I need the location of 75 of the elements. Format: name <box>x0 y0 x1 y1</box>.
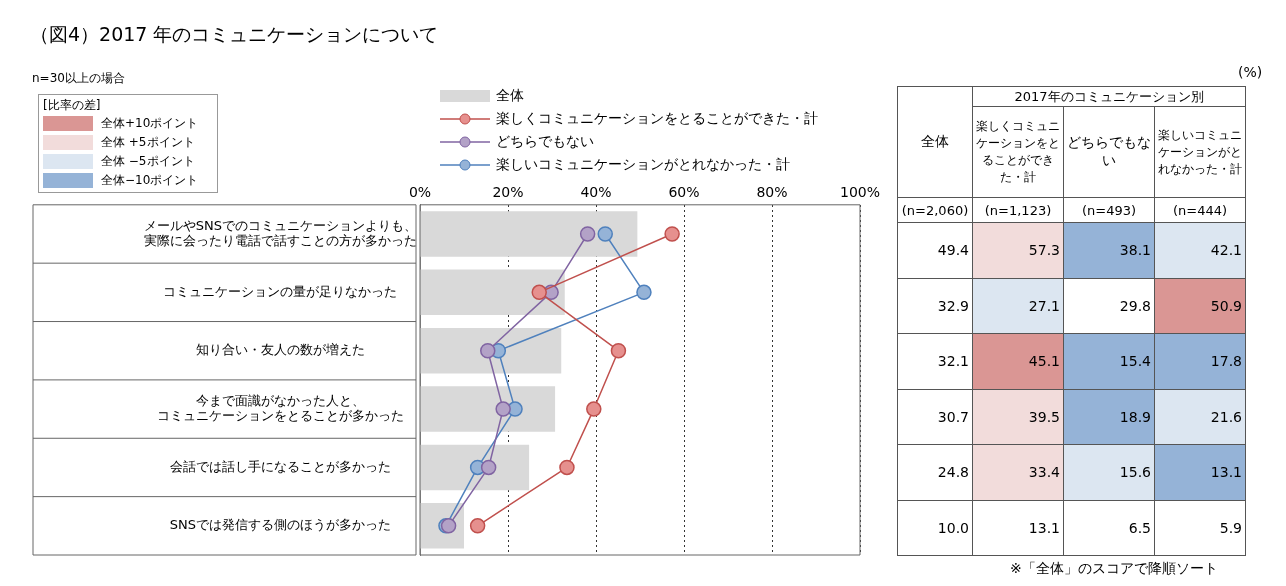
bar <box>420 386 556 432</box>
point <box>531 284 547 301</box>
text: (n=1,123) <box>972 197 1064 223</box>
data-label: 21.6 <box>1154 389 1246 445</box>
data-label: 38.1 <box>1063 222 1155 278</box>
data-label: 13.1 <box>972 500 1064 556</box>
text: （図4）2017 年のコミュニケーションについて <box>30 22 439 47</box>
text: n=30以上の場合 <box>32 70 125 87</box>
y-tick-label: SNSでは発信する側のほうが多かった <box>169 517 391 533</box>
data-label: 33.4 <box>972 444 1064 500</box>
x-tick-label: 0% <box>408 184 432 201</box>
data-label: 50.9 <box>1154 278 1246 334</box>
bar <box>420 211 638 257</box>
legend-label: 楽しいコミュニケーションがとれなかった・計 <box>496 155 790 174</box>
bar <box>420 444 530 491</box>
point <box>559 459 575 476</box>
point <box>636 284 652 301</box>
data-label: 17.8 <box>1154 333 1246 389</box>
point <box>480 459 497 476</box>
data-label: 6.5 <box>1063 500 1155 556</box>
color-bar-label: 全体 −5ポイント <box>101 153 195 170</box>
x-tick-label: 60% <box>668 184 700 201</box>
x-tick-label: 40% <box>580 184 612 201</box>
text: 楽しいコミュニケーションがとれなかった・計 <box>1158 127 1242 176</box>
y-tick-label: コミュニケーションの量が足りなかった <box>163 283 398 299</box>
y-tick-label: 今まで面識がなかった人と、コミュニケーションをとることが多かった <box>156 392 404 424</box>
point <box>469 518 486 534</box>
legend-label: 全体 <box>496 86 524 105</box>
text: どちらでもない <box>1067 134 1151 168</box>
data-label: 30.7 <box>897 389 973 445</box>
text: (n=444) <box>1154 197 1246 223</box>
y-tick-label: 知り合い・友人の数が増えた <box>195 342 365 358</box>
data-label: 27.1 <box>972 278 1064 334</box>
legend-label: 楽しくコミュニケーションをとることができた・計 <box>496 109 818 128</box>
data-label: 10.0 <box>897 500 973 556</box>
point <box>480 342 496 359</box>
data-label: 39.5 <box>972 389 1064 445</box>
data-label: 49.4 <box>897 222 973 278</box>
point <box>579 226 596 242</box>
data-label: 5.9 <box>1154 500 1246 556</box>
x-tick-label: 100% <box>839 184 881 201</box>
text: 2017年のコミュニケーション別 <box>972 86 1246 107</box>
x-tick-label: 80% <box>756 184 788 201</box>
x-tick-label: 20% <box>492 184 524 201</box>
point <box>495 401 511 417</box>
data-label: 32.1 <box>897 333 973 389</box>
point <box>664 226 680 242</box>
color-bar-title: [比率の差] <box>43 97 102 114</box>
point <box>586 401 602 417</box>
text: 全体 <box>921 133 949 149</box>
y-tick-label: 会話では話し手になることが多かった <box>169 458 391 474</box>
data-label: 15.6 <box>1063 444 1155 500</box>
legend-label: どちらでもない <box>496 132 594 151</box>
text: (%) <box>1238 64 1263 80</box>
text: (n=493) <box>1063 197 1155 223</box>
data-label: 13.1 <box>1154 444 1246 500</box>
bar <box>420 327 562 374</box>
data-label: 24.8 <box>897 444 973 500</box>
text: (n=2,060) <box>897 197 973 223</box>
data-label: 42.1 <box>1154 222 1246 278</box>
color-bar-label: 全体+10ポイント <box>101 115 199 132</box>
data-label: 29.8 <box>1063 278 1155 334</box>
data-label: 15.4 <box>1063 333 1155 389</box>
point <box>610 342 627 359</box>
color-bar-label: 全体 +5ポイント <box>101 134 195 151</box>
bar <box>420 269 565 316</box>
data-label: 18.9 <box>1063 389 1155 445</box>
data-label: 57.3 <box>972 222 1064 278</box>
y-tick-label: メールやSNSでのコミュニケーションよりも、実際に会ったり電話で話すことの方が多かった <box>143 217 417 249</box>
data-label: 45.1 <box>972 333 1064 389</box>
text: 楽しくコミュニケーションをとることができた・計 <box>976 119 1060 184</box>
point <box>597 226 613 242</box>
color-bar-label: 全体−10ポイント <box>101 172 199 189</box>
data-label: 32.9 <box>897 278 973 334</box>
text: ※「全体」のスコアで降順ソート <box>1010 560 1218 578</box>
